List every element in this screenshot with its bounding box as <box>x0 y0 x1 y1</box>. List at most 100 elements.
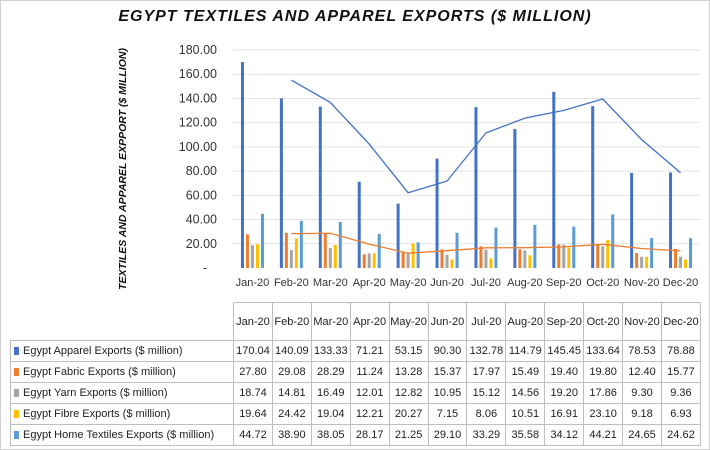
bar <box>289 250 293 268</box>
bar <box>674 248 678 268</box>
table-cell: 132.78 <box>466 340 507 362</box>
y-tick-label: 160.00 <box>179 67 217 81</box>
bar <box>240 62 244 268</box>
table-cell: 7.15 <box>427 403 468 425</box>
bar <box>606 240 610 268</box>
table-header-row: Jan-20 Feb-20 Mar-20 Apr-20 May-20 Jun-20 Jul-… <box>10 302 701 341</box>
bar <box>401 251 405 268</box>
bar <box>372 253 376 268</box>
table-cell: 13.28 <box>388 361 429 383</box>
table-cell: 6.93 <box>660 403 701 425</box>
bar <box>523 250 527 268</box>
table-cell: 24.62 <box>660 424 701 446</box>
table-header-cell: Nov-20 <box>622 302 662 341</box>
table-cell: 10.95 <box>427 382 468 404</box>
y-tick-label: 120.00 <box>179 116 217 130</box>
table-row: Egypt Home Textiles Exports ($ million) 4… <box>10 424 701 446</box>
table-cell: 12.21 <box>349 403 390 425</box>
table-cell: 14.81 <box>271 382 312 404</box>
table-cell: 90.30 <box>427 340 468 362</box>
legend-entry: Egypt Home Textiles Exports ($ million) <box>10 424 234 446</box>
table-row: Egypt Apparel Exports ($ million) 170.04 1… <box>10 340 701 362</box>
bar <box>255 244 259 268</box>
bar <box>640 256 644 268</box>
bar <box>645 256 649 268</box>
x-tick-label: Jun-20 <box>430 277 464 289</box>
y-tick-label: 140.00 <box>179 91 217 105</box>
table-cell: 28.29 <box>310 361 351 383</box>
bar <box>611 214 615 268</box>
table-cell: 10.51 <box>505 403 546 425</box>
table-cell: 35.58 <box>505 424 546 446</box>
bar <box>557 244 561 268</box>
bar <box>562 244 566 268</box>
table-cell: 19.80 <box>583 361 624 383</box>
bar <box>260 213 264 268</box>
table-cell: 18.74 <box>233 382 273 404</box>
bar <box>416 242 420 268</box>
table-cell: 78.88 <box>660 340 701 362</box>
table-cell: 12.40 <box>622 361 662 383</box>
table-cell: 38.90 <box>271 424 312 446</box>
table-cell: 71.21 <box>349 340 390 362</box>
x-tick-label: Apr-20 <box>353 277 386 289</box>
bar <box>489 258 493 268</box>
bar <box>650 238 654 268</box>
legend-key <box>14 347 19 355</box>
table-cell: 8.06 <box>466 403 507 425</box>
bar <box>630 172 634 268</box>
table-cell: 17.97 <box>466 361 507 383</box>
y-tick-label: 40.00 <box>186 213 217 227</box>
table-cell: 15.37 <box>427 361 468 383</box>
trendline <box>291 79 681 194</box>
table-cell: 27.80 <box>233 361 273 383</box>
table-cell: 29.10 <box>427 424 468 446</box>
bar <box>445 254 449 268</box>
legend-key <box>14 389 19 397</box>
bar <box>318 106 322 268</box>
table-cell: 19.64 <box>233 403 273 425</box>
bar <box>406 252 410 268</box>
table-cell: 133.33 <box>310 340 351 362</box>
bar <box>689 238 693 268</box>
bar <box>250 245 254 268</box>
x-tick-label: Jan-20 <box>236 277 270 289</box>
table-cell: 15.12 <box>466 382 507 404</box>
legend-label: Egypt Home Textiles Exports ($ million) <box>23 429 215 441</box>
x-tick-label: Oct-20 <box>586 277 619 289</box>
table-cell: 44.72 <box>233 424 273 446</box>
x-tick-label: Mar-20 <box>313 277 348 289</box>
bar <box>601 246 605 268</box>
bar <box>635 252 639 268</box>
bar <box>338 221 342 268</box>
legend-label: Egypt Fabric Exports ($ million) <box>23 366 176 378</box>
legend-key <box>14 431 19 439</box>
bar <box>596 244 600 268</box>
table-cell: 14.56 <box>505 382 546 404</box>
bar <box>513 128 517 268</box>
table-cell: 19.40 <box>544 361 585 383</box>
bar <box>474 107 478 269</box>
table-header-cell: Aug-20 <box>505 302 546 341</box>
bar <box>669 172 673 268</box>
table-cell: 38.05 <box>310 424 351 446</box>
table-cell: 21.25 <box>388 424 429 446</box>
y-tick-label: 60.00 <box>186 188 217 202</box>
legend-key <box>14 368 19 376</box>
table-row: Egypt Fibre Exports ($ million) 19.64 24.4… <box>10 403 701 425</box>
bar <box>528 255 532 268</box>
table-cell: 28.17 <box>349 424 390 446</box>
table-cell: 19.04 <box>310 403 351 425</box>
bar <box>362 254 366 268</box>
table-header-cell: Jan-20 <box>233 302 273 341</box>
table-cell: 53.15 <box>388 340 429 362</box>
x-tick-label: Dec-20 <box>663 277 698 289</box>
table-header-cell: Dec-20 <box>660 302 701 341</box>
bar <box>323 233 327 268</box>
legend-entry: Egypt Fibre Exports ($ million) <box>10 403 234 425</box>
legend-label: Egypt Yarn Exports ($ million) <box>23 387 168 399</box>
table-header-cell: Apr-20 <box>349 302 390 341</box>
table-cell: 23.10 <box>583 403 624 425</box>
bar <box>377 233 381 268</box>
